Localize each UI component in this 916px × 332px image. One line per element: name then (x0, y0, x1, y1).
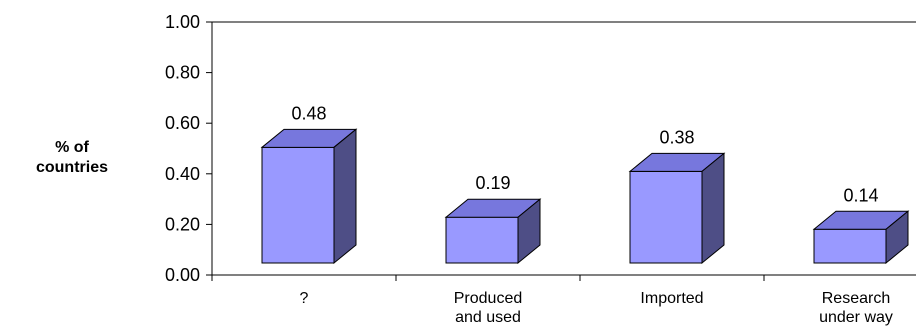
data-label: 0.14 (843, 185, 878, 205)
bar-side (885, 210, 909, 265)
x-tick-label: Produced and used (454, 290, 523, 326)
bar-front (629, 170, 703, 264)
bar-front (813, 228, 887, 264)
data-label: 0.48 (291, 103, 326, 123)
y-tick-label: 0.20 (165, 214, 200, 234)
bar: 0.19 (444, 173, 542, 265)
data-label: 0.38 (659, 127, 694, 147)
bar-front (261, 146, 335, 264)
y-tick-label: 0.80 (165, 63, 200, 83)
y-axis-title: % of countries (36, 139, 108, 176)
bar-side (333, 128, 357, 265)
y-tick-label: 1.00 (165, 12, 200, 32)
bar-side (517, 198, 541, 265)
y-tick-label: 0.00 (165, 265, 200, 285)
data-label: 0.19 (475, 173, 510, 193)
y-axis-title-text: % of countries (36, 139, 108, 176)
bar: 0.14 (812, 185, 910, 265)
x-tick-label: Research under way (819, 290, 893, 326)
y-tick-label: 0.40 (165, 164, 200, 184)
x-tick-label: Imported (640, 290, 703, 307)
x-axis: ? Produced and used Imported Research under w… (211, 274, 916, 326)
bars: 0.48 0.19 0.38 0.14 (260, 103, 910, 265)
bar: 0.48 (260, 103, 358, 265)
bar: 0.38 (628, 127, 726, 265)
x-tick-label: ? (300, 290, 309, 307)
bar-side (701, 152, 725, 265)
bar-front (445, 216, 519, 264)
y-axis: 0.00 0.20 0.40 0.60 0.80 1.00 (165, 12, 213, 285)
y-tick-label: 0.60 (165, 113, 200, 133)
